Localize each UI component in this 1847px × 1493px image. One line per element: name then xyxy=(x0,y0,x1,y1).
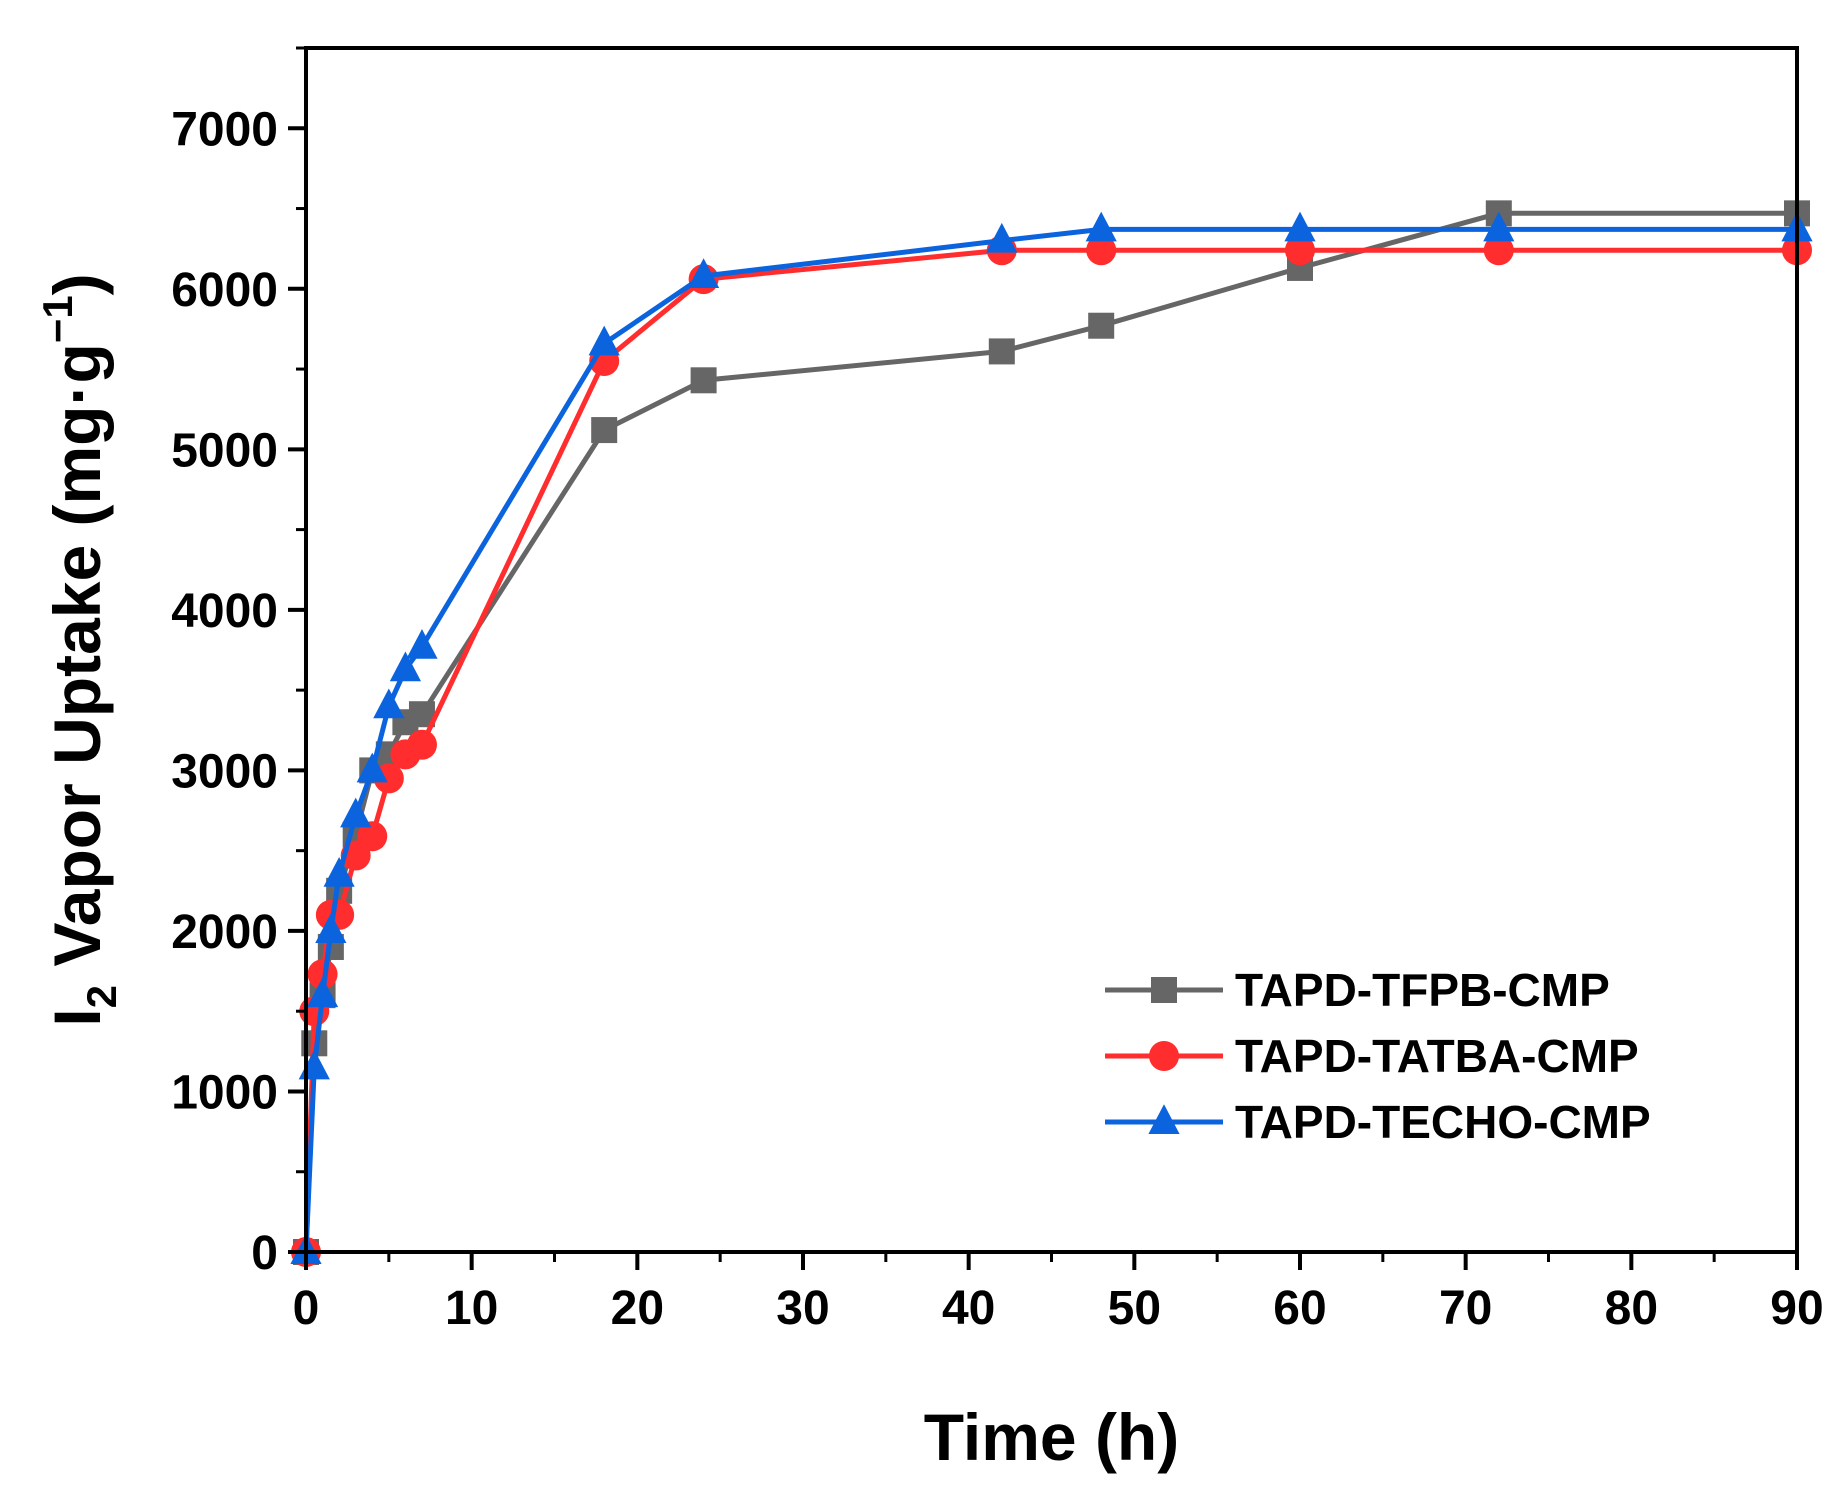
data-point xyxy=(1086,235,1117,266)
legend-marker xyxy=(1148,1104,1180,1135)
x-tick-label: 30 xyxy=(776,1282,829,1335)
data-point xyxy=(986,222,1018,253)
legend-marker xyxy=(1151,977,1177,1003)
data-point xyxy=(988,338,1015,365)
data-point xyxy=(690,367,717,394)
data-point xyxy=(688,258,720,288)
data-point xyxy=(306,977,339,1008)
data-point xyxy=(323,857,355,887)
data-point xyxy=(307,959,338,990)
x-tick-label: 80 xyxy=(1605,1282,1658,1335)
x-tick-label: 40 xyxy=(942,1282,995,1335)
data-point xyxy=(315,913,347,943)
plot-marks xyxy=(290,200,1813,1267)
x-axis-title: Time (h) xyxy=(924,1400,1179,1474)
data-point xyxy=(373,688,405,719)
x-tick-label: 70 xyxy=(1439,1282,1492,1335)
y-tick-label: 0 xyxy=(251,1227,278,1280)
legend: TAPD-TFPB-CMP TAPD-TATBA-CMP TAPD-TECHO-CM… xyxy=(1105,964,1651,1148)
x-tick-label: 60 xyxy=(1273,1282,1326,1335)
x-tick-label: 10 xyxy=(445,1282,498,1335)
x-tick-label: 50 xyxy=(1108,1282,1161,1335)
data-point xyxy=(357,821,388,852)
data-point xyxy=(406,729,437,760)
x-tick-label: 0 xyxy=(293,1282,320,1335)
legend-marker xyxy=(1149,1041,1179,1071)
x-tick-label: 90 xyxy=(1770,1282,1823,1335)
data-point xyxy=(389,651,421,682)
data-point xyxy=(1088,312,1115,339)
y-axis-title-main: Vapor Uptake (mg·g xyxy=(40,343,114,985)
y-axis-title: I2 Vapor Uptake (mg·g−1) xyxy=(34,273,125,1026)
y-tick-label: 3000 xyxy=(171,745,278,798)
legend-item-2: TAPD-TECHO-CMP xyxy=(1105,1096,1651,1148)
data-point xyxy=(340,797,372,828)
y-tick-label: 5000 xyxy=(171,424,278,477)
data-point xyxy=(406,629,438,659)
plot-frame xyxy=(304,46,1799,1254)
data-point xyxy=(1284,211,1316,242)
data-point xyxy=(356,752,388,783)
y-tick-label: 4000 xyxy=(171,585,278,638)
y-axis-title-base: I xyxy=(40,1008,114,1026)
legend-label: TAPD-TECHO-CMP xyxy=(1235,1096,1651,1148)
series-2 xyxy=(290,211,1813,1265)
y-tick-label: 2000 xyxy=(171,906,278,959)
y-tick-label: 7000 xyxy=(171,103,278,156)
legend-item-1: TAPD-TATBA-CMP xyxy=(1105,1030,1639,1082)
data-point xyxy=(1285,235,1315,266)
y-tick-label: 6000 xyxy=(171,264,278,317)
x-tick-label: 20 xyxy=(611,1282,664,1335)
data-point xyxy=(1483,235,1514,266)
y-tick-label: 1000 xyxy=(171,1066,278,1119)
axis-ticks: 0 10 20 30 40 50 60 70 80 90 0 1000 2000 3000 4000 5000… xyxy=(171,46,1824,1335)
data-point xyxy=(1483,211,1515,242)
data-point xyxy=(1085,211,1117,242)
data-point xyxy=(591,417,618,444)
legend-label: TAPD-TATBA-CMP xyxy=(1235,1030,1639,1082)
y-axis-title-superscript: −1 xyxy=(34,295,81,343)
y-axis-title-close: ) xyxy=(40,273,114,295)
y-axis-title-subscript: 2 xyxy=(78,985,125,1008)
legend-item-0: TAPD-TFPB-CMP xyxy=(1105,964,1610,1016)
legend-label: TAPD-TFPB-CMP xyxy=(1235,964,1610,1016)
data-point xyxy=(588,325,620,356)
